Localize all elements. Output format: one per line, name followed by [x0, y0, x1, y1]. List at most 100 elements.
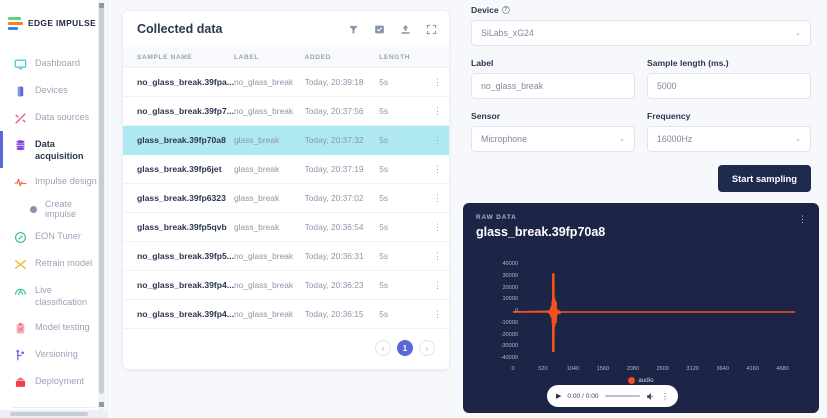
table-row[interactable]: no_glass_break.39fp4... no_glass_break Tod… [123, 270, 449, 300]
sidebar-item-deployment[interactable]: Deployment [0, 368, 107, 395]
filter-icon[interactable] [347, 23, 359, 35]
sidebar: EDGE IMPULSE Dashboard Devices [0, 0, 108, 418]
start-sampling-button[interactable]: Start sampling [717, 165, 811, 192]
x-axis-tick-label: 3640 [716, 366, 729, 372]
sidebar-scrollbar[interactable] [98, 0, 106, 418]
raw-data-header: RAW DATA glass_break.39fp70a8 ⋮ [463, 203, 819, 239]
cell-sample-name: glass_break.39fp6323 [123, 183, 234, 213]
sidebar-hscrollbar-thumb[interactable] [10, 412, 88, 416]
expand-icon[interactable] [425, 23, 437, 35]
pulse-icon [13, 175, 27, 189]
table-row[interactable]: no_glass_break.39fp4... no_glass_break Tod… [123, 299, 449, 329]
cell-length: 5s [379, 183, 426, 213]
cell-length: 5s [379, 154, 426, 184]
x-axis-tick-label: 3120 [686, 366, 699, 372]
cell-sample-name: no_glass_break.39fpa... [123, 67, 234, 97]
sidebar-item-eon-tuner[interactable]: EON Tuner [0, 223, 107, 250]
row-menu-icon[interactable]: ⋮ [425, 67, 449, 97]
cell-added: Today, 20:39:18 [304, 67, 380, 97]
scroll-down-arrow-icon[interactable] [99, 402, 104, 407]
edge-impulse-logo-icon [8, 16, 23, 30]
player-time: 0:00 / 0:00 [567, 392, 599, 400]
row-menu-icon[interactable]: ⋮ [425, 154, 449, 184]
sidebar-item-data-sources[interactable]: Data sources [0, 104, 107, 131]
column-header-added[interactable]: ADDED [304, 47, 380, 68]
cell-sample-name: glass_break.39fp5qvb [123, 212, 234, 242]
table-row[interactable]: glass_break.39fp5qvb glass_break Today, 20… [123, 212, 449, 242]
sidebar-item-model-testing[interactable]: Model testing [0, 314, 107, 341]
sidebar-item-dashboard[interactable]: Dashboard [0, 50, 107, 77]
x-axis-tick-label: 2600 [656, 366, 669, 372]
live-classification-icon [13, 284, 27, 298]
table-row[interactable]: glass_break.39fp6jet glass_break Today, 20… [123, 154, 449, 184]
raw-data-menu-icon[interactable]: ⋮ [798, 214, 807, 224]
x-axis-tick-label: 1560 [596, 366, 610, 372]
play-button[interactable]: ▶ [556, 393, 562, 400]
column-header-label[interactable]: LABEL [233, 47, 305, 68]
player-progress-slider[interactable] [604, 395, 640, 397]
player-menu-icon[interactable]: ⋮ [661, 391, 669, 401]
cell-label: no_glass_break [233, 270, 305, 300]
row-menu-icon[interactable]: ⋮ [425, 96, 449, 126]
cell-added: Today, 20:37:02 [304, 183, 380, 213]
cell-length: 5s [379, 67, 426, 97]
pagination-page-1[interactable]: 1 [397, 340, 413, 356]
row-menu-icon[interactable]: ⋮ [425, 241, 449, 271]
brand-name: EDGE IMPULSE [28, 18, 97, 28]
cell-sample-name: glass_break.39fp6jet [123, 154, 234, 184]
device-select[interactable]: SiLabs_xG24 ⌄ [471, 20, 811, 46]
volume-icon[interactable] [646, 392, 655, 401]
sidebar-item-label: Data sources [35, 112, 90, 122]
branch-icon [13, 348, 27, 362]
sample-length-input[interactable]: 5000 [647, 73, 811, 99]
scroll-up-arrow-icon[interactable] [99, 3, 104, 8]
sidebar-subitem-label: Create impulse [45, 199, 77, 219]
sidebar-item-versioning[interactable]: Versioning [0, 341, 107, 368]
sidebar-scrollbar-thumb[interactable] [99, 4, 104, 394]
sidebar-divider [12, 407, 95, 408]
row-menu-icon[interactable]: ⋮ [425, 125, 449, 155]
label-input[interactable]: no_glass_break [471, 73, 635, 99]
sidebar-item-impulse-design[interactable]: Impulse design [0, 168, 107, 195]
row-menu-icon[interactable]: ⋮ [425, 183, 449, 213]
pagination-next-button[interactable]: › [419, 340, 435, 356]
pagination-prev-button[interactable]: ‹ [375, 340, 391, 356]
sidebar-item-live-classification[interactable]: Live classification [0, 277, 107, 314]
sensor-select[interactable]: Microphone ⌄ [471, 126, 635, 152]
cell-length: 5s [379, 241, 426, 271]
table-row[interactable]: no_glass_break.39fpa... no_glass_break Tod… [123, 67, 449, 97]
brand-logo[interactable]: EDGE IMPULSE [0, 0, 107, 34]
y-axis-tick-label: -30000 [500, 343, 518, 350]
cell-length: 5s [379, 299, 426, 329]
collected-data-panel: Collected data [108, 0, 461, 418]
upload-icon[interactable] [399, 23, 411, 35]
sidebar-hscrollbar[interactable] [0, 410, 107, 418]
row-menu-icon[interactable]: ⋮ [425, 299, 449, 329]
table-row[interactable]: glass_break.39fp6323 glass_break Today, 20… [123, 183, 449, 213]
cell-sample-name: no_glass_break.39fp4... [123, 299, 234, 329]
column-header-length[interactable]: LENGTH [379, 47, 426, 68]
row-menu-icon[interactable]: ⋮ [425, 270, 449, 300]
sidebar-item-retrain-model[interactable]: Retrain model [0, 250, 107, 277]
cell-label: glass_break [233, 125, 305, 155]
help-icon[interactable]: ? [501, 6, 510, 14]
column-header-sample-name[interactable]: SAMPLE NAME [123, 47, 234, 68]
chevron-down-icon: ⌄ [795, 30, 801, 37]
sidebar-item-label: Deployment [35, 376, 85, 386]
row-menu-icon[interactable]: ⋮ [425, 212, 449, 242]
table-row[interactable]: no_glass_break.39fp5... no_glass_break Tod… [123, 241, 449, 271]
cell-length: 5s [379, 96, 426, 126]
sample-length-label: Sample length (ms.) [647, 58, 729, 68]
compass-icon [13, 230, 27, 244]
sidebar-item-devices[interactable]: Devices [0, 77, 107, 104]
table-row[interactable]: glass_break.39fp70a8 glass_break Today, 20… [123, 125, 449, 155]
cell-label: no_glass_break [233, 299, 305, 329]
table-row[interactable]: no_glass_break.39fp7... no_glass_break Tod… [123, 96, 449, 126]
frequency-select[interactable]: 16000Hz ⌄ [647, 126, 811, 152]
raw-data-titles: RAW DATA glass_break.39fp70a8 [476, 214, 605, 239]
select-all-icon[interactable] [373, 23, 385, 35]
sidebar-item-data-acquisition[interactable]: Data acquisition [0, 131, 107, 168]
cell-length: 5s [379, 212, 426, 242]
pagination: ‹ 1 › [123, 329, 449, 369]
sidebar-subitem-create-impulse[interactable]: Create impulse [0, 195, 107, 223]
